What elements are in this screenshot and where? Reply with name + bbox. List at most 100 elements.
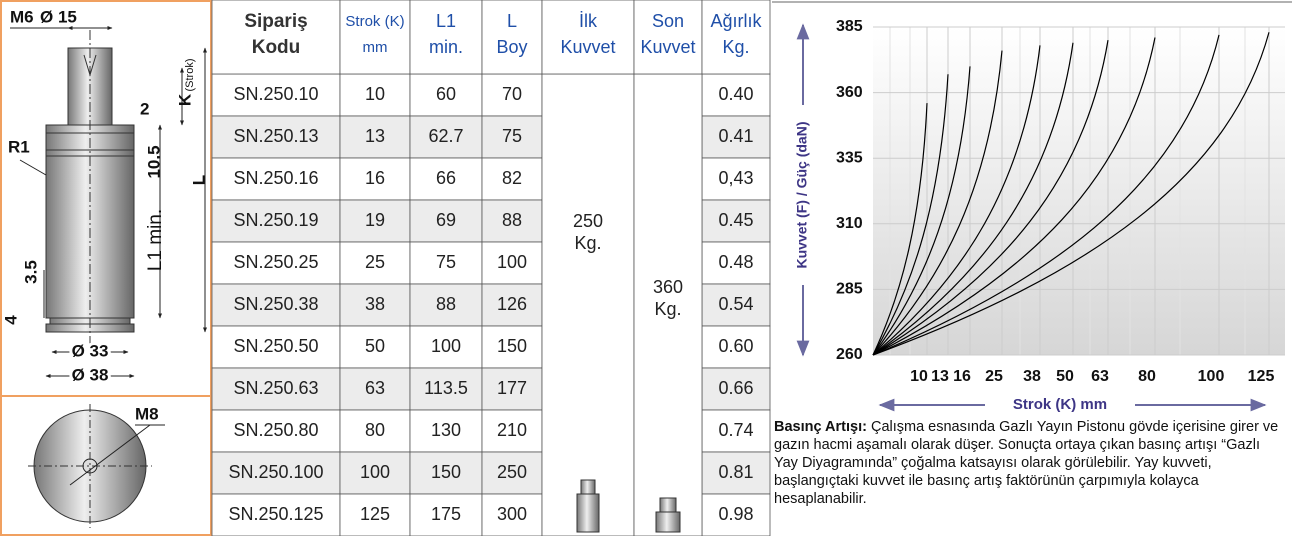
cell-text: 63 — [365, 378, 385, 398]
x-tick-label: 80 — [1138, 368, 1156, 385]
cell-text: 0.54 — [718, 294, 753, 314]
cell-text: 100 — [497, 252, 527, 272]
label: L — [189, 175, 208, 185]
cell — [339, 157, 411, 201]
curve — [872, 34, 1220, 356]
cell — [211, 73, 341, 117]
cell — [339, 367, 411, 411]
y-tick-label: 285 — [836, 281, 863, 298]
cell — [481, 451, 543, 495]
cell-text: 50 — [365, 336, 385, 356]
x-tick-label: 100 — [1198, 368, 1225, 385]
leader — [69, 424, 151, 486]
header-text: Kg. — [722, 37, 749, 57]
force-text: Kg. — [654, 299, 681, 319]
chart: 260 285 310 335 360 385 10 13 16 25 38 50 63 80 100 125… — [772, 1, 1292, 415]
cell-text: SN.250.16 — [233, 168, 318, 188]
cell-text: 150 — [431, 462, 461, 482]
cell-text: 210 — [497, 420, 527, 440]
cell — [481, 493, 543, 536]
x-tick-label: 63 — [1091, 368, 1109, 385]
cell — [481, 283, 543, 327]
cell — [409, 451, 483, 495]
curve — [872, 42, 1074, 356]
drawing: Ø 15 M6 K (Strok) 2 R1 10.5 L L1 min. 3.… — [0, 0, 212, 536]
curve — [872, 50, 1003, 356]
header-text: İlk — [579, 11, 598, 31]
cell-text: 250 — [497, 462, 527, 482]
product-icon — [659, 497, 677, 513]
x-tick-label: 16 — [953, 368, 971, 385]
x-axis-label: Strok (K) mm — [1013, 396, 1107, 413]
cell — [409, 241, 483, 285]
cell — [211, 325, 341, 369]
header-cell — [481, 0, 543, 75]
merged-cell — [541, 73, 635, 536]
curve — [872, 74, 949, 356]
cell-text: 300 — [497, 504, 527, 524]
cell — [339, 325, 411, 369]
force-text: Kg. — [574, 233, 601, 253]
force-text: 360 — [653, 277, 683, 297]
cell — [339, 241, 411, 285]
header-text: Boy — [496, 37, 527, 57]
header-text: Kuvvet — [640, 37, 695, 57]
cell-text: 62.7 — [428, 126, 463, 146]
cell — [481, 409, 543, 453]
x-label-bg — [985, 395, 1135, 415]
cell-text: SN.250.10 — [233, 84, 318, 104]
description: Basınç Artışı: Çalışma esnasında Gazlı Y… — [774, 418, 1286, 508]
cell-text: 38 — [365, 294, 385, 314]
header-text: Strok (K) — [345, 13, 404, 30]
label: R1 — [8, 137, 30, 156]
y-tick-label: 335 — [836, 149, 863, 166]
cell — [409, 283, 483, 327]
cell — [481, 115, 543, 159]
cell-text: SN.250.63 — [233, 378, 318, 398]
cell — [339, 73, 411, 117]
cell — [211, 367, 341, 411]
header-text: Kuvvet — [560, 37, 615, 57]
cell — [409, 409, 483, 453]
curve — [872, 103, 928, 356]
cell-text: 88 — [436, 294, 456, 314]
cell-text: 113.5 — [424, 378, 468, 398]
header-text: mm — [363, 39, 388, 56]
y-tick-label: 310 — [836, 215, 863, 232]
cell — [211, 493, 341, 536]
cell — [481, 325, 543, 369]
leader — [19, 159, 47, 176]
cell — [211, 157, 341, 201]
cell-text: 130 — [431, 420, 461, 440]
cell-text: 0.60 — [718, 336, 753, 356]
y-axis-label: Kuvvet (F) / Güç (daN) — [794, 121, 810, 268]
plot-bg — [873, 27, 1285, 355]
cell — [701, 157, 771, 201]
cell-text: 16 — [365, 168, 385, 188]
cell-text: 0.81 — [718, 462, 753, 482]
cell-text: SN.250.100 — [228, 462, 323, 482]
label: (Strok) — [184, 59, 196, 92]
x-tick-label: 25 — [985, 368, 1003, 385]
cell — [701, 73, 771, 117]
label: M8 — [135, 404, 159, 423]
cell-text: 0.45 — [718, 210, 753, 230]
cell — [211, 409, 341, 453]
cell — [701, 283, 771, 327]
cell — [339, 409, 411, 453]
label: 10.5 — [144, 145, 163, 178]
cell-text: 88 — [502, 210, 522, 230]
cell — [409, 73, 483, 117]
cell-text: 80 — [365, 420, 385, 440]
cell — [339, 115, 411, 159]
curve — [872, 45, 1041, 356]
x-tick-label: 38 — [1023, 368, 1041, 385]
x-tick-label: 10 — [910, 368, 928, 385]
cell-text: 100 — [431, 336, 461, 356]
label: 3.5 — [21, 260, 40, 284]
cell-text: 82 — [502, 168, 522, 188]
cell-text: 0.40 — [718, 84, 753, 104]
cell-text: 25 — [365, 252, 385, 272]
